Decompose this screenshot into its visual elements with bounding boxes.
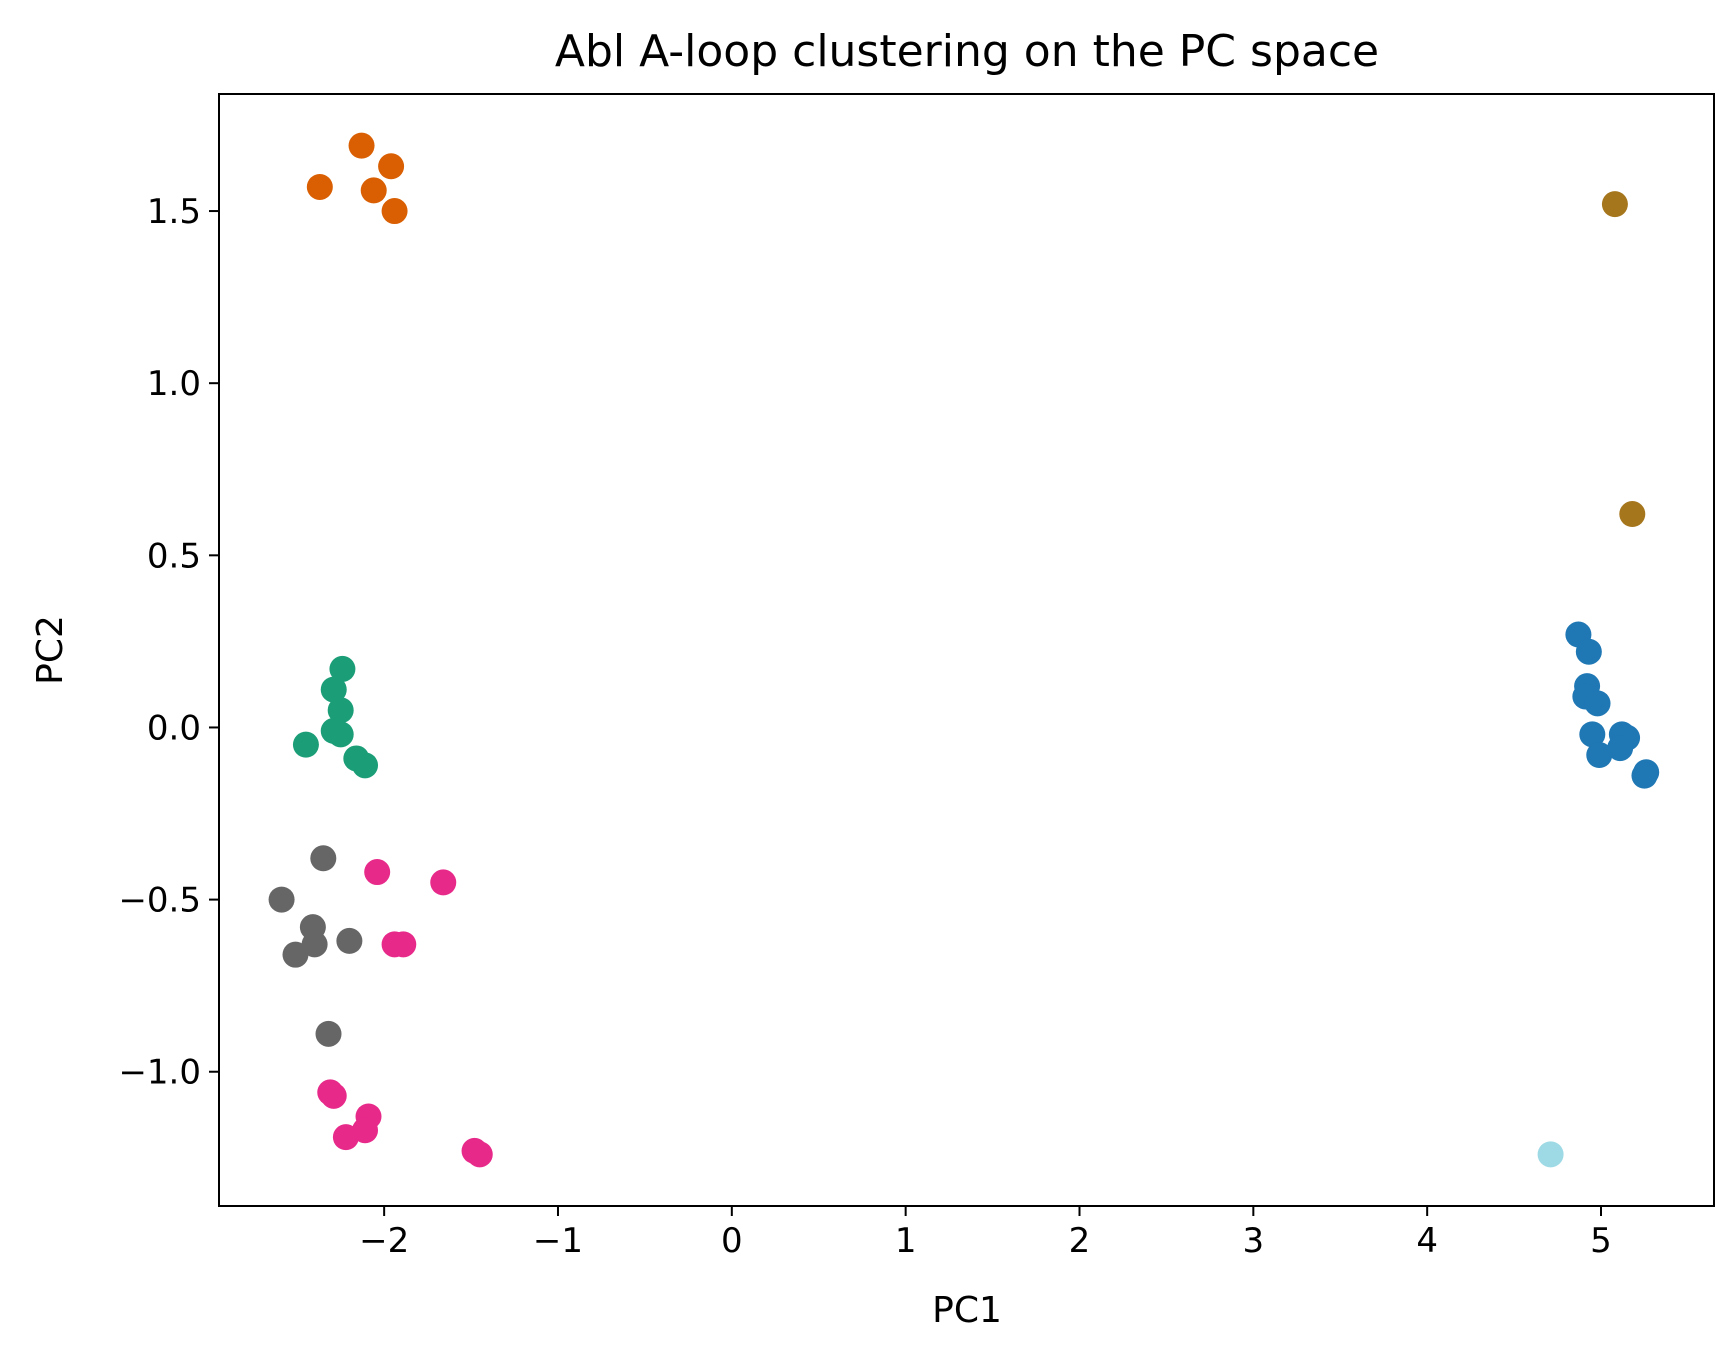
y-axis: −1.0 −0.5 0.0 0.5 1.0 1.5 <box>118 192 219 1093</box>
y-tick-label: −1.0 <box>118 1053 201 1093</box>
data-points <box>268 132 1660 1168</box>
data-point <box>1631 762 1658 789</box>
data-point <box>329 655 356 682</box>
data-point <box>378 153 405 180</box>
data-point <box>282 941 309 968</box>
x-tick-label: 4 <box>1416 1221 1438 1261</box>
y-tick-label: 0.0 <box>147 708 201 748</box>
data-point <box>348 132 375 159</box>
x-tick-label: 2 <box>1069 1221 1091 1261</box>
data-point <box>332 1124 359 1151</box>
chart-title: Abl A-loop clustering on the PC space <box>555 26 1379 77</box>
plot-area <box>218 93 1715 1207</box>
data-point <box>320 1082 347 1109</box>
x-tick-label: −1 <box>533 1221 583 1261</box>
x-tick-label: −2 <box>359 1221 409 1261</box>
data-point <box>1607 735 1634 762</box>
data-point <box>1619 501 1646 528</box>
data-point <box>327 721 354 748</box>
data-point <box>1601 191 1628 218</box>
data-point <box>320 676 347 703</box>
x-tick-label: 0 <box>721 1221 743 1261</box>
data-point <box>301 931 328 958</box>
y-tick-label: 1.0 <box>147 364 201 404</box>
data-point <box>336 927 363 954</box>
data-point <box>430 869 457 896</box>
x-tick-label: 3 <box>1243 1221 1265 1261</box>
y-tick-label: 0.5 <box>147 536 201 576</box>
data-point <box>352 752 379 779</box>
data-point <box>292 731 319 758</box>
x-axis-label: PC1 <box>932 1290 1002 1331</box>
data-point <box>306 173 333 200</box>
data-point <box>1586 742 1613 769</box>
data-point <box>315 1020 342 1047</box>
data-point <box>360 177 387 204</box>
data-point <box>268 886 295 913</box>
plot-frame <box>218 93 1715 1207</box>
data-point <box>381 198 408 225</box>
data-point <box>364 859 391 886</box>
x-axis: −2 −1 0 1 2 3 4 5 <box>359 1206 1612 1261</box>
data-point <box>1579 721 1606 748</box>
y-axis-label: PC2 <box>30 615 71 685</box>
data-point <box>390 931 417 958</box>
x-tick-label: 5 <box>1590 1221 1612 1261</box>
y-tick-label: −0.5 <box>118 881 201 921</box>
x-tick-label: 1 <box>895 1221 917 1261</box>
data-point <box>327 697 354 724</box>
data-point <box>1537 1141 1564 1168</box>
data-point <box>1584 690 1611 717</box>
data-point <box>466 1141 493 1168</box>
y-tick-label: 1.5 <box>147 192 201 232</box>
data-point <box>310 845 337 872</box>
data-point <box>1575 638 1602 665</box>
